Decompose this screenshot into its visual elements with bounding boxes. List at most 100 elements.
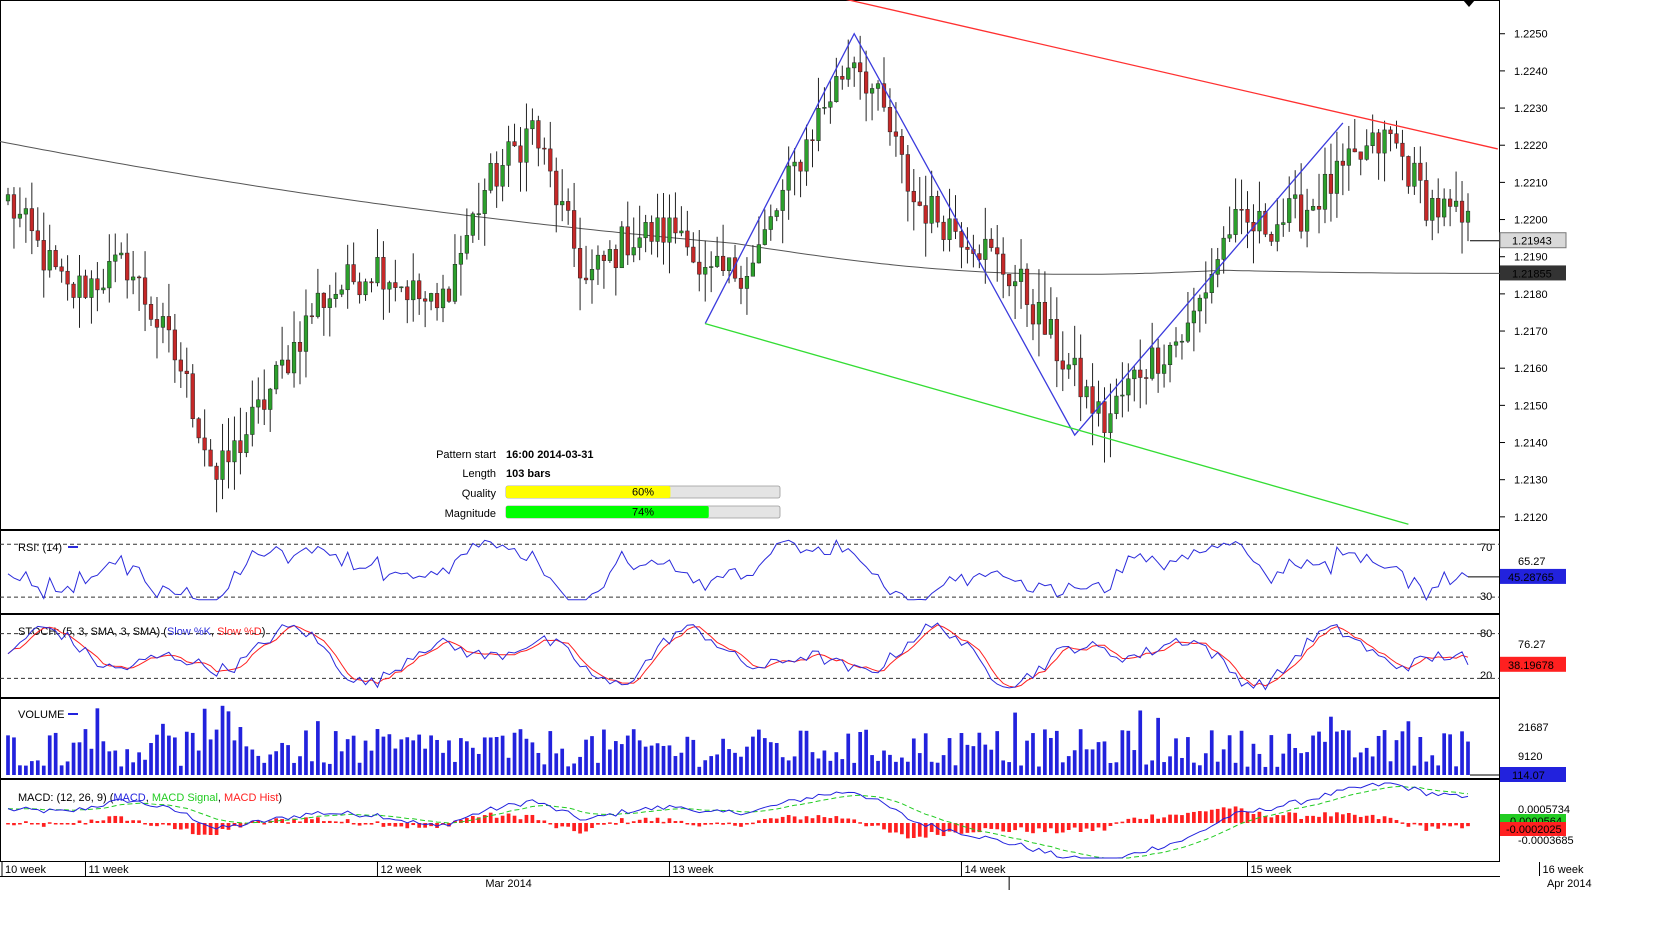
support-line <box>705 322 1409 525</box>
volume-bar <box>1156 717 1160 775</box>
volume-bar <box>876 760 880 775</box>
candle-body <box>452 264 458 302</box>
candle-body <box>1132 369 1137 380</box>
macd-hist-bar <box>953 823 958 833</box>
candle-body <box>154 319 160 328</box>
volume-bar <box>1203 753 1208 775</box>
macd-hist-bar <box>459 819 463 823</box>
candle-body <box>327 298 332 308</box>
macd-hist-bar <box>1376 819 1381 823</box>
candle <box>631 217 636 263</box>
price-tick-label: 1.2120 <box>1514 512 1548 524</box>
macd-hist-bar <box>381 823 386 827</box>
candle <box>935 190 940 228</box>
candle <box>446 286 452 303</box>
candle <box>411 253 416 322</box>
candle <box>59 258 64 283</box>
candle <box>899 129 904 184</box>
candle <box>476 182 481 240</box>
current-price-label: 1.21943 <box>1512 236 1552 248</box>
macd-hist-bar <box>1329 816 1333 823</box>
candle-body <box>1334 160 1339 194</box>
candle <box>613 244 618 296</box>
macd-hist-bar <box>1454 823 1458 826</box>
macd-hist-bar <box>655 817 660 823</box>
candle <box>780 179 785 244</box>
volume-bar <box>447 740 451 775</box>
candle-body <box>875 83 881 89</box>
macd-hist-bar <box>1120 821 1125 824</box>
candle <box>303 289 309 378</box>
macd-hist-bar <box>304 817 308 823</box>
macd-hist-bar <box>739 823 743 827</box>
volume-bar <box>1358 752 1363 775</box>
volume-bar <box>65 761 70 775</box>
candle <box>1066 352 1071 379</box>
candle <box>810 129 815 168</box>
candle-body <box>458 252 463 265</box>
volume-bar <box>1007 762 1011 775</box>
candle-body <box>601 254 607 261</box>
candle <box>262 369 267 426</box>
volume-bar <box>232 740 237 775</box>
macd-hist-bar <box>804 816 809 823</box>
candle <box>1382 120 1387 182</box>
macd-hist-bar <box>757 820 761 823</box>
macd-hist-bar <box>524 814 529 823</box>
candle <box>1233 178 1238 243</box>
macd-line <box>7 782 1469 859</box>
candle-body <box>1412 162 1417 187</box>
macd-hist-bar <box>1066 823 1071 830</box>
candle-body <box>280 359 285 366</box>
quality-bar-text: 60% <box>632 487 654 499</box>
candle <box>1340 143 1345 196</box>
candle-body <box>1448 198 1453 207</box>
candle <box>494 151 499 208</box>
macd-hist-bar <box>625 822 630 825</box>
volume-bar <box>238 727 243 775</box>
candle <box>697 230 702 292</box>
volume-bar <box>482 737 487 775</box>
candle-body <box>125 252 130 281</box>
volume-bar <box>274 751 279 775</box>
candle-body <box>35 230 40 241</box>
candle-body <box>756 244 761 264</box>
volume-bar <box>196 750 201 775</box>
candle <box>393 259 398 302</box>
pattern-start-value: 16:00 2014-03-31 <box>506 449 593 461</box>
volume-bar <box>1215 761 1220 775</box>
volume-bar <box>619 744 624 775</box>
candle-body <box>429 293 434 302</box>
magnitude-bar-fill <box>506 506 709 518</box>
volume-bar <box>1346 730 1351 775</box>
volume-bar <box>1013 712 1017 775</box>
macd-hist-bar <box>1043 823 1047 833</box>
candle <box>71 281 76 309</box>
candle <box>190 364 195 428</box>
macd-hist-bar <box>846 818 851 823</box>
volume-bar <box>810 752 815 775</box>
candle-body <box>393 282 398 288</box>
macd-hist-bar <box>727 822 731 825</box>
candle-body <box>619 226 624 269</box>
candle-body <box>166 316 171 331</box>
macd-hist-bar <box>870 823 874 826</box>
rsi-axis-tick: 65.27 <box>1518 556 1546 568</box>
candle-body <box>1376 132 1381 154</box>
volume-bar <box>494 737 499 775</box>
macd-hist-bar <box>810 818 815 823</box>
macd-hist-bar <box>792 816 797 823</box>
candle <box>1030 288 1036 341</box>
candle-body <box>1150 347 1155 379</box>
macd-hist-bar <box>709 823 714 825</box>
volume-bar <box>1394 740 1399 775</box>
macd-hist-bar <box>256 820 261 823</box>
volume-bar <box>220 705 225 775</box>
macd-hist-bar <box>155 823 159 827</box>
macd-hist-bar <box>989 823 994 829</box>
candle-body <box>1084 386 1089 398</box>
candle <box>285 345 291 375</box>
candle <box>1173 327 1179 358</box>
volume-bar <box>506 757 511 775</box>
candle-body <box>792 161 797 167</box>
